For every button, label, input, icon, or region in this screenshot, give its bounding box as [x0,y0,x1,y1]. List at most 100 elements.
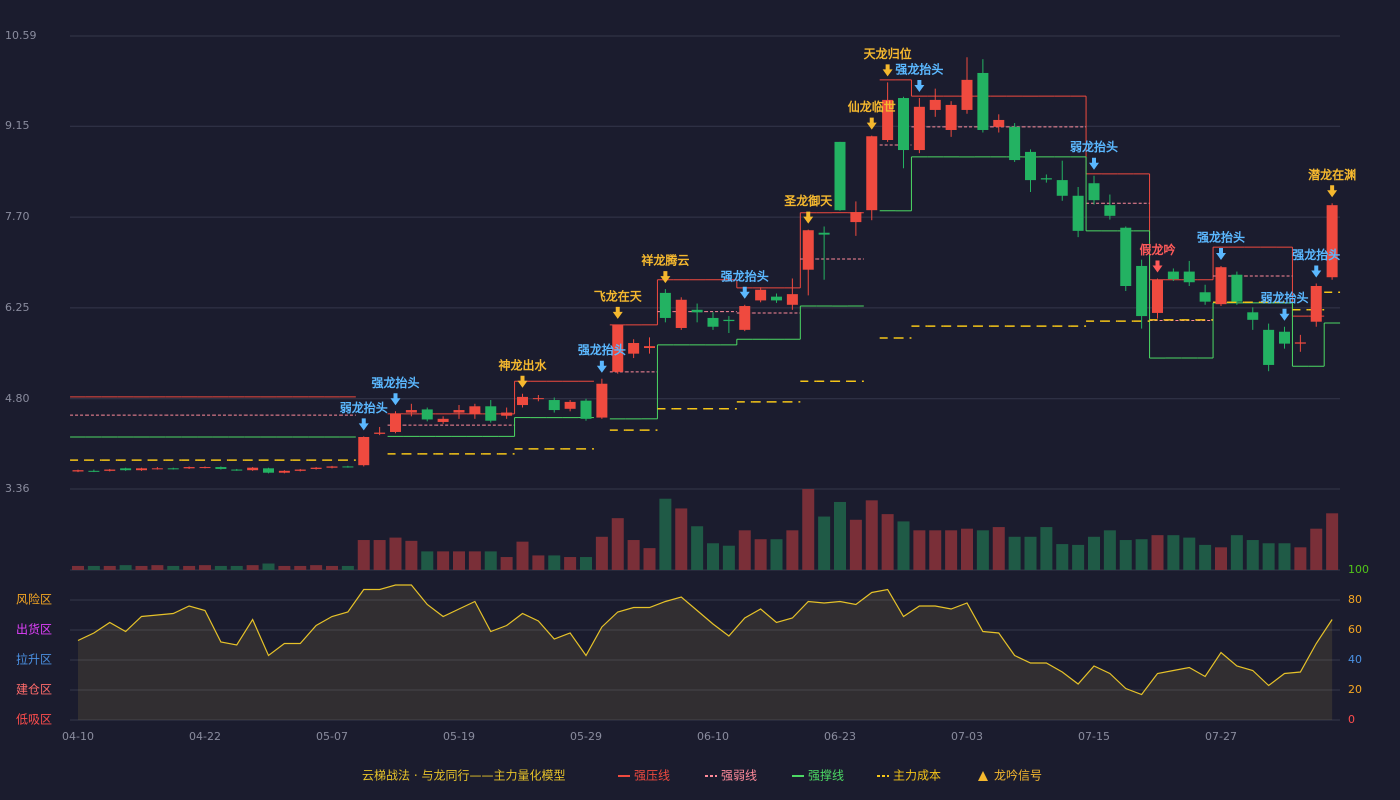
volume-bar [849,519,862,570]
candle-body [707,317,719,327]
signal-arrow [358,418,369,431]
volume-bar [199,565,211,570]
volume-bar [580,557,592,570]
candle-body [644,346,655,349]
volume-bar [87,565,100,570]
x-tick-label: 05-19 [443,730,475,743]
signal-arrow [390,393,401,406]
volume-bar [357,540,370,570]
volume-bar [1262,543,1275,570]
signal-arrow [1327,185,1338,198]
volume-bar [865,500,878,570]
indicator-area [78,585,1333,720]
candle-body [771,296,782,301]
volume-bar [341,565,354,570]
volume-bar [659,498,672,570]
signal-arrow [1279,308,1290,321]
candle-body [786,294,798,305]
candle-body [1326,205,1338,278]
signal-label: 仙龙临世 [848,99,896,114]
candle-body [151,468,163,470]
volume-bar [992,527,1005,570]
volume-bar [1151,535,1164,570]
signal-label: 祥龙腾云 [641,253,689,268]
candle-body [659,292,671,318]
volume-bar [1230,535,1243,570]
volume-bar [294,565,307,570]
candle-body [199,467,211,469]
signal-arrow [660,271,671,284]
signal-label: 强龙抬头 [1292,247,1340,262]
signal-label: 强龙抬头 [371,375,419,390]
zone-label: 风险区 [16,592,52,607]
candle-body [485,406,497,421]
candle-body [326,466,338,468]
y2-tick-label: 80 [1348,593,1362,606]
candle-body [120,468,132,471]
candle-body [580,400,592,419]
signal-label: 神龙出水 [498,357,547,372]
candle-body [1136,265,1148,317]
volume-bar [230,565,243,570]
volume-bar [326,565,338,570]
x-tick-label: 07-15 [1078,730,1110,743]
candle-body [802,230,814,270]
x-tick-label: 07-27 [1205,730,1237,743]
volume-bar [945,530,958,570]
volume-bar [1040,527,1053,570]
x-tick-label: 05-07 [316,730,348,743]
candle-body [183,467,195,469]
volume-bar [214,565,227,570]
candle-body [263,468,274,473]
candle-body [723,319,735,322]
zone-label: 低吸区 [16,713,52,727]
volume-bar [72,565,84,570]
signal-label: 强龙抬头 [1197,229,1245,244]
volume-bar [1199,544,1212,570]
volume-bar [1056,544,1069,570]
candle-body [1072,195,1084,231]
candle-body [1009,126,1021,161]
x-tick-label: 07-03 [951,730,983,743]
volume-bar [1310,528,1323,570]
signal-arrow [612,306,623,319]
candle-body [1310,285,1322,322]
volume-bar [421,551,434,570]
x-tick-label: 05-29 [570,730,602,743]
volume-bar [961,528,973,570]
signal-label: 圣龙御天 [783,193,833,208]
volume-bar [691,526,704,570]
volume-bar [262,563,275,570]
volume-bar [548,555,561,570]
candle-body [612,324,624,372]
volume-bar [1103,530,1116,570]
candle-body [675,299,687,328]
volume-bar [611,518,624,570]
signal-arrow [866,117,877,130]
candle-body [517,396,528,406]
candle-body [501,412,513,416]
legend-label: 强弱线 [721,769,757,783]
signal-label: 假龙吟 [1139,242,1175,257]
volume-bar [151,565,164,570]
candle-body [739,306,751,330]
candle-body [993,119,1005,127]
volume-bar [722,545,735,570]
signal-arrow [596,360,607,373]
y-tick-label: 4.80 [5,392,30,405]
volume-bar [532,555,545,570]
volume-bar [627,540,640,570]
volume-bar [310,565,323,570]
candle-body [1088,183,1100,201]
y2-tick-label: 40 [1348,653,1362,666]
y-tick-label: 3.36 [5,482,30,495]
y-tick-label: 9.15 [5,119,30,132]
candle-body [136,468,147,471]
candle-body [421,409,433,420]
volume-bar [754,539,767,570]
volume-bar [818,516,831,570]
volume-bar [1278,543,1291,570]
candle-body [247,467,259,471]
candle-body [929,99,941,110]
volume-bar [881,514,894,570]
